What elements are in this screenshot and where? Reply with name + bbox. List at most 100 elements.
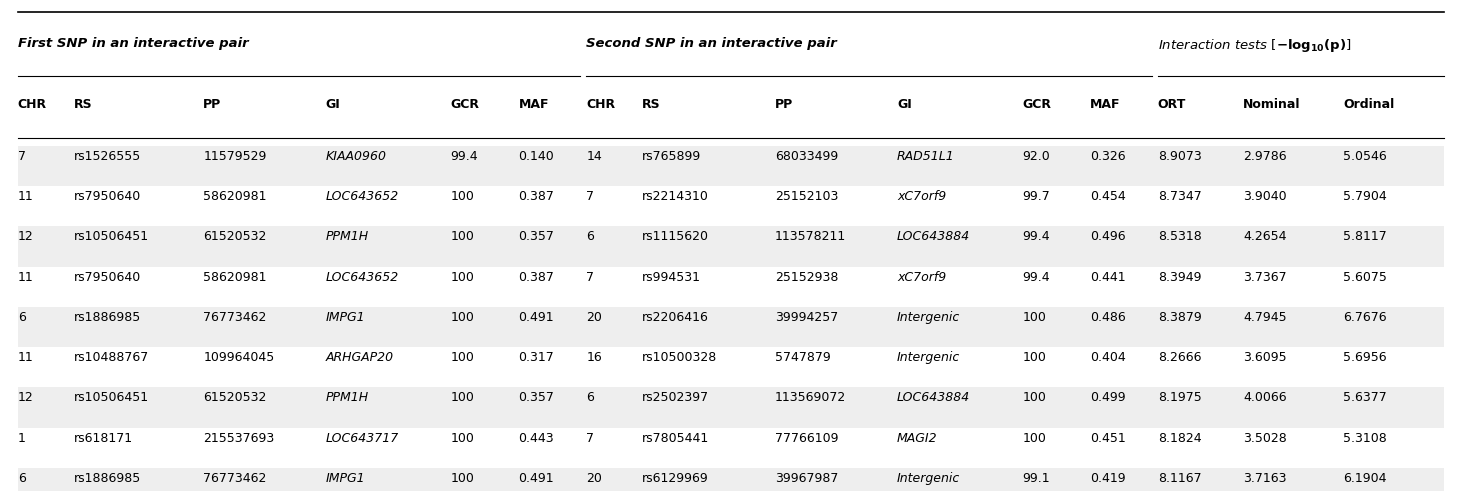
Text: 0.443: 0.443 (518, 432, 554, 444)
Text: Nominal: Nominal (1243, 98, 1301, 111)
Text: PPM1H: PPM1H (326, 391, 368, 404)
Bar (18, 186, 1444, 226)
Text: IMPG1: IMPG1 (326, 311, 365, 324)
Text: 0.491: 0.491 (518, 472, 554, 485)
Text: 3.5028: 3.5028 (1243, 432, 1287, 444)
Text: MAF: MAF (518, 98, 549, 111)
Text: 0.404: 0.404 (1090, 351, 1125, 364)
Text: 100: 100 (451, 432, 474, 444)
Text: 4.0066: 4.0066 (1243, 391, 1287, 404)
Text: 0.496: 0.496 (1090, 230, 1125, 243)
Text: 39967987: 39967987 (775, 472, 838, 485)
Text: 58620981: 58620981 (203, 190, 267, 203)
Text: 12: 12 (18, 230, 34, 243)
Text: 20: 20 (586, 472, 602, 485)
Text: 100: 100 (451, 190, 474, 203)
Text: rs994531: rs994531 (642, 271, 701, 283)
Text: 68033499: 68033499 (775, 150, 838, 163)
Text: 99.4: 99.4 (1022, 271, 1050, 283)
Text: 77766109: 77766109 (775, 432, 838, 444)
Text: 5.6377: 5.6377 (1343, 391, 1388, 404)
Text: PP: PP (775, 98, 792, 111)
Text: 8.1167: 8.1167 (1158, 472, 1202, 485)
Text: rs2206416: rs2206416 (642, 311, 709, 324)
Bar (18, 267, 1444, 307)
Text: 0.140: 0.140 (518, 150, 554, 163)
Text: rs7805441: rs7805441 (642, 432, 710, 444)
Text: 14: 14 (586, 150, 602, 163)
Bar (18, 428, 1444, 468)
Text: RS: RS (642, 98, 661, 111)
Text: Second SNP in an interactive pair: Second SNP in an interactive pair (586, 37, 837, 50)
Text: 5.6956: 5.6956 (1343, 351, 1388, 364)
Text: 0.357: 0.357 (518, 391, 554, 404)
Text: rs10488767: rs10488767 (74, 351, 149, 364)
Text: 100: 100 (451, 391, 474, 404)
Text: LOC643717: LOC643717 (326, 432, 399, 444)
Text: KIAA0960: KIAA0960 (326, 150, 386, 163)
Text: rs1526555: rs1526555 (74, 150, 141, 163)
Text: rs2502397: rs2502397 (642, 391, 710, 404)
Text: ORT: ORT (1158, 98, 1186, 111)
Text: 100: 100 (451, 311, 474, 324)
Text: 25152938: 25152938 (775, 271, 838, 283)
Text: Intergenic: Intergenic (897, 472, 960, 485)
Text: 215537693: 215537693 (203, 432, 274, 444)
Text: LOC643884: LOC643884 (897, 230, 971, 243)
Text: Intergenic: Intergenic (897, 311, 960, 324)
Text: 11: 11 (18, 271, 34, 283)
Text: 0.454: 0.454 (1090, 190, 1125, 203)
Text: LOC643652: LOC643652 (326, 271, 399, 283)
Text: RS: RS (74, 98, 93, 111)
Text: 3.9040: 3.9040 (1243, 190, 1287, 203)
Text: 58620981: 58620981 (203, 271, 267, 283)
Text: CHR: CHR (18, 98, 47, 111)
Text: 76773462: 76773462 (203, 311, 267, 324)
Text: 0.486: 0.486 (1090, 311, 1125, 324)
Bar (18, 347, 1444, 387)
Text: 4.7945: 4.7945 (1243, 311, 1287, 324)
Text: 100: 100 (1022, 391, 1046, 404)
Text: 8.3949: 8.3949 (1158, 271, 1202, 283)
Text: rs7950640: rs7950640 (74, 190, 141, 203)
Text: 6.7676: 6.7676 (1343, 311, 1388, 324)
Text: 0.499: 0.499 (1090, 391, 1125, 404)
Text: GI: GI (897, 98, 912, 111)
Text: 61520532: 61520532 (203, 230, 267, 243)
Text: 99.7: 99.7 (1022, 190, 1050, 203)
Text: 7: 7 (18, 150, 25, 163)
Text: 0.387: 0.387 (518, 190, 554, 203)
Text: 5.7904: 5.7904 (1343, 190, 1388, 203)
Text: 11579529: 11579529 (203, 150, 267, 163)
Text: rs1886985: rs1886985 (74, 311, 141, 324)
Text: 6: 6 (586, 391, 594, 404)
Text: 11: 11 (18, 190, 34, 203)
Bar (18, 387, 1444, 428)
Text: 99.4: 99.4 (451, 150, 479, 163)
Text: 6: 6 (18, 472, 25, 485)
Text: RAD51L1: RAD51L1 (897, 150, 955, 163)
Text: GCR: GCR (451, 98, 480, 111)
Text: rs10500328: rs10500328 (642, 351, 717, 364)
Text: 100: 100 (451, 472, 474, 485)
Text: 0.317: 0.317 (518, 351, 554, 364)
Text: 5.0546: 5.0546 (1343, 150, 1388, 163)
Text: rs10506451: rs10506451 (74, 230, 149, 243)
Text: 20: 20 (586, 311, 602, 324)
Text: 99.4: 99.4 (1022, 230, 1050, 243)
Text: LOC643884: LOC643884 (897, 391, 971, 404)
Text: 100: 100 (1022, 432, 1046, 444)
Text: 0.451: 0.451 (1090, 432, 1125, 444)
Text: 6: 6 (18, 311, 25, 324)
Text: 100: 100 (1022, 311, 1046, 324)
Text: PPM1H: PPM1H (326, 230, 368, 243)
Text: CHR: CHR (586, 98, 616, 111)
Text: rs2214310: rs2214310 (642, 190, 709, 203)
Text: 25152103: 25152103 (775, 190, 838, 203)
Text: 0.419: 0.419 (1090, 472, 1125, 485)
Text: 3.7367: 3.7367 (1243, 271, 1287, 283)
Text: Intergenic: Intergenic (897, 351, 960, 364)
Text: MAGI2: MAGI2 (897, 432, 938, 444)
Text: 4.2654: 4.2654 (1243, 230, 1287, 243)
Text: 100: 100 (1022, 351, 1046, 364)
